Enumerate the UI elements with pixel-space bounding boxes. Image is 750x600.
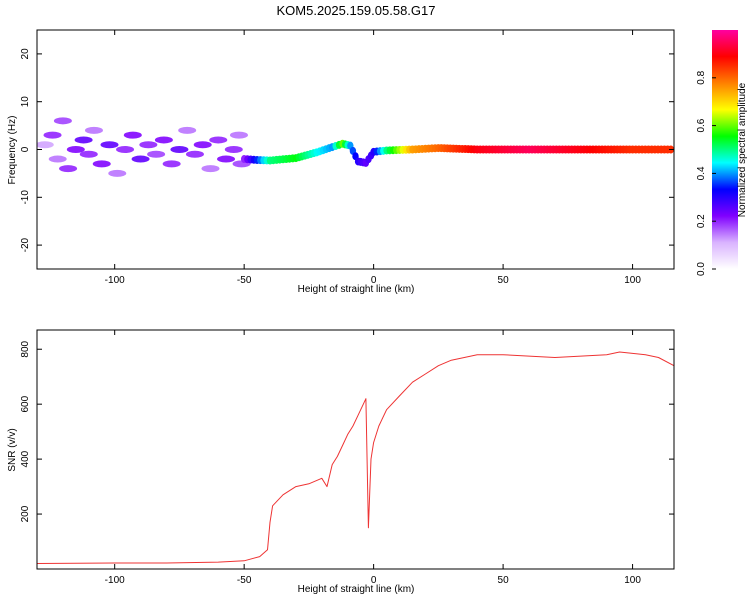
spectrogram-cell (139, 141, 158, 149)
spectrogram-cell (43, 131, 62, 139)
snr-plot-area (37, 330, 674, 569)
y-tick-label: 800 (20, 340, 31, 357)
spectrogram-x-ticks: -100 -50 0 50 100 (105, 30, 641, 286)
x-tick-label: 50 (498, 575, 510, 586)
y-tick-label: -20 (20, 237, 31, 252)
spectrogram-cell (170, 146, 189, 153)
spectrogram-data (37, 117, 674, 177)
colorbar-ticks: 0.0 0.2 0.4 0.6 0.8 (696, 70, 716, 276)
spectrogram-cell (37, 141, 54, 149)
colorbar-tick-label: 0.8 (696, 70, 707, 84)
y-tick-label: -10 (20, 190, 31, 205)
spectrogram-cell (224, 146, 243, 153)
snr-y-ticks: 200 400 600 800 (20, 340, 674, 522)
spectrogram-cell (229, 131, 248, 139)
x-tick-label: 0 (371, 275, 377, 286)
y-tick-label: 400 (20, 450, 31, 467)
spectrogram-cell (185, 150, 204, 158)
spectrogram-cell (74, 136, 93, 144)
spectrogram-cell (100, 141, 119, 149)
spectrogram-cell (217, 155, 236, 163)
colorbar-tick-label: 0.4 (696, 166, 707, 180)
colorbar-tick-label: 0.0 (696, 262, 707, 276)
spectrogram-x-label: Height of straight line (km) (298, 284, 415, 295)
spectrogram-cell (92, 160, 111, 168)
snr-y-label: SNR (v/v) (7, 428, 18, 471)
spectrogram-cell (66, 146, 85, 153)
snr-frame (36, 329, 675, 570)
colorbar-label: Normalized spectral amplitude (737, 82, 748, 217)
spectrogram-cell (178, 126, 197, 134)
spectrogram-cell (53, 117, 72, 125)
colorbar-tick-label: 0.2 (696, 214, 707, 228)
spectrogram-cell (193, 141, 212, 149)
x-tick-label: 0 (371, 575, 377, 586)
x-tick-label: -100 (105, 275, 125, 286)
colorbar-tick-label: 0.6 (696, 118, 707, 132)
spectrogram-cell (108, 169, 127, 177)
x-tick-label: 100 (624, 575, 641, 586)
spectrogram-cell (79, 150, 98, 158)
y-tick-label: 10 (20, 96, 31, 108)
x-tick-label: -100 (105, 575, 125, 586)
x-tick-label: 50 (498, 275, 510, 286)
spectrogram-cell (154, 136, 173, 144)
spectrogram-cell (84, 126, 103, 134)
spectrogram-cell (147, 150, 166, 158)
spectrogram-y-label: Frequency (Hz) (7, 116, 18, 185)
snr-x-label: Height of straight line (km) (298, 584, 415, 595)
x-tick-label: -50 (237, 575, 252, 586)
x-tick-label: 100 (624, 275, 641, 286)
spectrogram-cell (209, 136, 228, 144)
snr-panel: -100 -50 0 50 100 200 400 600 800 Height of str… (7, 329, 675, 595)
y-tick-label: 20 (20, 48, 31, 60)
spectrogram-cell (59, 165, 78, 173)
spectrogram-cell (162, 160, 181, 168)
x-tick-label: -50 (237, 275, 252, 286)
y-tick-label: 0 (20, 146, 31, 152)
snr-series-line (37, 351, 674, 564)
snr-x-ticks: -100 -50 0 50 100 (105, 330, 641, 586)
figure-title: KOM5.2025.159.05.58.G17 (276, 3, 435, 18)
y-tick-label: 200 (20, 505, 31, 522)
spectrogram-cell (201, 165, 220, 173)
spectrogram-cell (48, 155, 67, 163)
spectrogram-cell (131, 155, 150, 163)
spectrogram-cell (116, 146, 135, 153)
spectrogram-y-ticks: 20 10 0 -10 -20 (20, 48, 674, 252)
spectrogram-cell (123, 131, 142, 139)
y-tick-label: 600 (20, 395, 31, 412)
colorbar: 0.0 0.2 0.4 0.6 0.8 Normalized spectral ampl… (696, 30, 748, 276)
colorbar-strip (712, 30, 738, 269)
